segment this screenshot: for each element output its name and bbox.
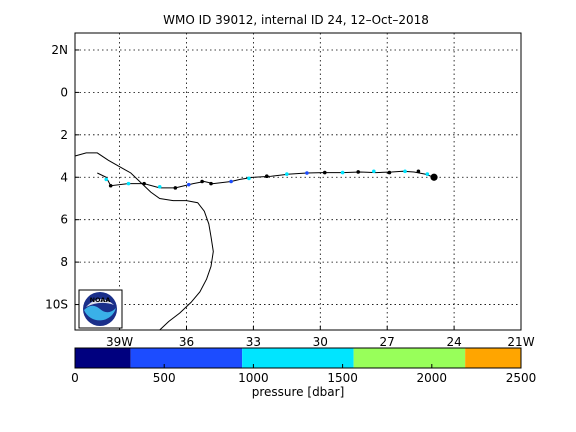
longitude-tick-label: 27 <box>380 335 395 349</box>
profile-point <box>126 181 131 186</box>
longitude-tick-label: 24 <box>446 335 461 349</box>
profile-point <box>305 171 309 175</box>
colorbar-tick-label: 1000 <box>238 371 269 385</box>
profile-point <box>186 182 191 187</box>
profile-point <box>108 183 113 188</box>
profile-point <box>264 174 269 178</box>
colorbar-tick-label: 2000 <box>417 371 448 385</box>
profile-point <box>425 172 430 176</box>
longitude-tick-labels: 39W 36 33 30 27 24 21W <box>106 326 535 349</box>
profile-point <box>173 186 178 190</box>
colorbar-tick-label: 1500 <box>327 371 358 385</box>
profile-point <box>372 169 376 174</box>
latitude-tick-label: 4 <box>60 170 68 184</box>
longitude-tick-label: 33 <box>246 335 261 349</box>
map-frame <box>74 32 522 331</box>
profile-point <box>200 179 204 184</box>
colorbar-tick-label: 2500 <box>506 371 537 385</box>
colorbar-tick-label: 500 <box>153 371 176 385</box>
latitude-tick-label: 2 <box>60 128 68 142</box>
profile-point <box>416 169 421 174</box>
logo-text: NOAA <box>90 296 111 304</box>
profile-point <box>356 170 361 174</box>
colorbar-segment <box>130 348 243 368</box>
profile-point <box>340 170 345 175</box>
colorbar: 0 500 1000 1500 2000 2500 pressure [dbar] <box>71 347 536 399</box>
profile-points <box>104 169 430 190</box>
colorbar-label: pressure [dbar] <box>252 385 345 399</box>
latitude-tick-label: 8 <box>60 255 68 269</box>
longitude-tick-label: 30 <box>313 335 328 349</box>
longitude-tick-label: 39W <box>106 335 133 349</box>
colorbar-segment <box>353 348 466 368</box>
colorbar-tick-label: 0 <box>71 371 79 385</box>
profile-point <box>104 177 109 182</box>
profile-point <box>229 179 233 184</box>
colorbar-segment <box>75 348 131 368</box>
figure-title: WMO ID 39012, internal ID 24, 12–Oct–201… <box>163 13 429 27</box>
profile-point <box>247 176 251 181</box>
grid-lines <box>75 33 522 330</box>
profile-point <box>142 181 146 186</box>
longitude-tick-label: 21W <box>507 335 534 349</box>
longitude-tick-label: 36 <box>179 335 194 349</box>
latitude-tick-label: 2N <box>51 43 68 57</box>
colorbar-ticks: 0 500 1000 1500 2000 2500 <box>71 364 536 385</box>
latitude-tick-label: 10S <box>45 298 68 312</box>
noaa-logo: NOAA <box>78 289 123 329</box>
profile-point <box>403 169 407 174</box>
colorbar-frame <box>74 347 522 369</box>
colorbar-segment <box>465 348 521 368</box>
colorbar-segment <box>242 348 354 368</box>
profile-point <box>209 181 213 186</box>
profile-point <box>387 170 392 175</box>
coastline <box>74 152 214 331</box>
profile-point <box>157 185 162 189</box>
profile-point <box>285 172 289 176</box>
profile-point <box>322 170 327 175</box>
latest-position-marker <box>430 173 438 181</box>
colorbar-segments <box>75 348 521 368</box>
latitude-tick-label: 6 <box>60 213 68 227</box>
latitude-tick-label: 0 <box>60 85 68 99</box>
logo-wave <box>84 305 116 321</box>
latitude-tick-labels: 2N 0 2 4 6 8 10S <box>45 43 79 312</box>
logo-bird <box>86 298 114 307</box>
